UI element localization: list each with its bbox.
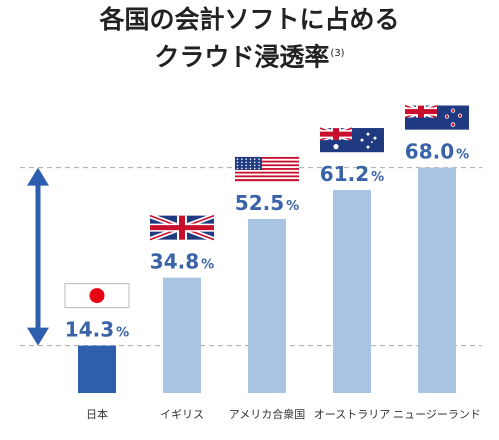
value-unit-0: % xyxy=(116,326,129,341)
gap-double-arrow xyxy=(27,167,49,346)
category-label-0: 日本 xyxy=(86,407,108,421)
value-label-0: 14.3% xyxy=(65,318,129,342)
chart-title-line-2-text: クラウド浸透率 xyxy=(154,42,330,72)
flags xyxy=(64,103,469,309)
category-labels: 日本 イギリス アメリカ合衆国 オーストラリア ニュージーランド xyxy=(86,407,481,421)
arrow-head-down xyxy=(27,327,49,346)
title-footnote-marker: (3) xyxy=(330,48,345,59)
value-unit-4: % xyxy=(456,148,469,163)
value-number-3: 61.2 xyxy=(320,162,369,186)
value-label-4: 68.0% xyxy=(405,140,469,164)
value-unit-1: % xyxy=(201,258,214,273)
arrow-head-up xyxy=(27,167,49,186)
jp-flag-icon xyxy=(64,283,130,309)
value-label-2: 52.5% xyxy=(235,191,299,215)
nz-flag-icon xyxy=(404,103,469,130)
bar-3 xyxy=(333,190,371,393)
bar-4 xyxy=(418,167,456,393)
uk-flag-icon xyxy=(149,213,215,242)
value-label-3: 61.2% xyxy=(320,162,384,186)
us-flag-icon xyxy=(235,156,299,182)
value-number-0: 14.3 xyxy=(65,318,114,342)
bars xyxy=(78,167,456,393)
chart-title-line-1: 各国の会計ソフトに占める xyxy=(99,5,400,34)
value-number-4: 68.0 xyxy=(405,140,454,164)
chart-title-line-2: クラウド浸透率(3) xyxy=(0,38,499,73)
value-unit-2: % xyxy=(286,199,299,214)
value-unit-3: % xyxy=(371,170,384,185)
category-label-2: アメリカ合衆国 xyxy=(229,407,305,421)
category-label-1: イギリス xyxy=(160,408,204,421)
bar-1 xyxy=(163,277,201,393)
category-label-4: ニュージーランド xyxy=(393,408,481,421)
category-label-3: オーストラリア xyxy=(314,408,390,421)
au-flag-icon xyxy=(319,125,384,153)
value-label-1: 34.8% xyxy=(150,250,214,274)
bar-2 xyxy=(248,218,286,393)
value-labels: 14.3 %34.8 %52.5 %61.2 %68.0% xyxy=(65,140,469,342)
bar-0 xyxy=(78,345,116,393)
value-number-1: 34.8 xyxy=(150,250,199,274)
value-number-2: 52.5 xyxy=(235,191,284,215)
